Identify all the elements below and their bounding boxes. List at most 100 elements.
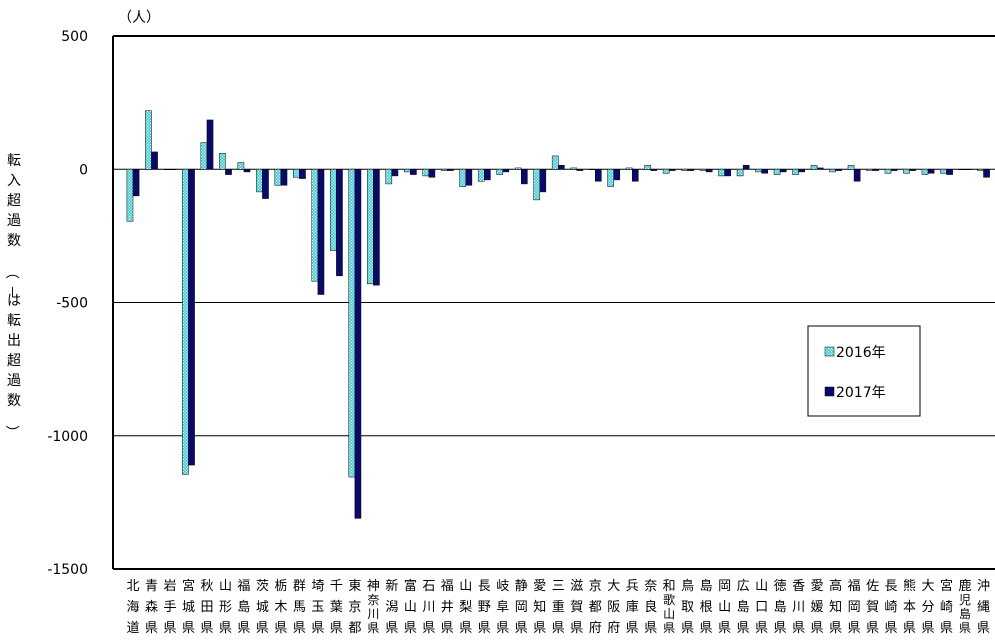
category-label: 香川県 [792, 579, 805, 636]
category-label: 富山県 [404, 578, 417, 636]
category-label: 愛媛県 [811, 579, 824, 636]
bar-2017-3 [188, 169, 195, 466]
bar-2017-4 [206, 119, 214, 170]
bar-2017-16 [428, 169, 436, 178]
category-label: 北海道 [126, 579, 139, 636]
bar-2016-20 [496, 169, 504, 175]
legend-label-2016: 2016年 [836, 345, 886, 361]
bar-2017-21 [521, 169, 528, 185]
legend-box [807, 325, 921, 417]
category-label: 宮城県 [182, 578, 195, 636]
category-label: 京都府 [589, 579, 602, 636]
bar-2017-33 [742, 165, 750, 170]
bar-2016-40 [866, 169, 873, 171]
bar-2017-0 [132, 169, 140, 197]
category-label: 島根県 [700, 579, 713, 636]
bar-2017-42 [909, 169, 916, 171]
category-label: 福岡県 [848, 579, 861, 636]
category-label: 大分県 [922, 579, 935, 636]
bar-2016-3 [182, 169, 189, 475]
category-label: 山形県 [219, 579, 232, 636]
bars-layer [126, 110, 990, 519]
bar-2016-46 [977, 169, 984, 171]
bar-2016-11 [330, 169, 337, 251]
bar-2016-2 [163, 169, 171, 170]
bar-2017-32 [724, 169, 732, 177]
bar-2017-18 [465, 169, 473, 186]
category-label: 福井県 [441, 579, 454, 636]
category-label: 三重県 [552, 579, 565, 636]
legend: 2016年 2017年 [807, 325, 921, 417]
category-label: 長崎県 [885, 579, 898, 636]
bar-2017-41 [890, 169, 898, 171]
bar-2016-7 [256, 169, 263, 193]
category-label: 岐阜県 [496, 579, 509, 636]
bar-2016-9 [293, 169, 300, 178]
bar-2016-32 [718, 169, 725, 177]
bar-2016-6 [237, 162, 245, 170]
bar-2017-5 [225, 169, 232, 175]
bar-2017-39 [853, 169, 861, 182]
bar-2016-23 [551, 155, 559, 170]
bar-2017-2 [169, 169, 177, 170]
category-label: 山口県 [755, 579, 768, 636]
category-label: 沖縄県 [977, 579, 990, 636]
bar-2016-30 [681, 169, 688, 171]
category-labels: 北海道青森県岩手県宮城県秋田県山形県福島県茨城県栃木県群馬県埼玉県千葉県東京都神… [126, 578, 990, 636]
category-label: 岩手県 [163, 579, 176, 636]
bar-2017-30 [687, 169, 695, 171]
category-label: 群馬県 [293, 579, 306, 636]
y-tick-label: 500 [61, 29, 88, 45]
bar-2016-12 [348, 169, 356, 478]
bar-2017-36 [798, 169, 805, 173]
category-label: 神奈川県 [367, 579, 380, 635]
bar-2016-22 [533, 169, 541, 201]
category-label: 徳島県 [774, 579, 787, 636]
bar-2016-8 [274, 169, 282, 186]
bar-2017-14 [391, 169, 399, 177]
category-label: 長野県 [478, 579, 491, 636]
bar-2016-26 [607, 169, 614, 187]
bar-2017-37 [816, 167, 824, 170]
bar-2016-24 [570, 167, 577, 170]
bar-2017-17 [447, 169, 454, 171]
bar-2017-26 [613, 169, 621, 181]
bar-2016-18 [459, 169, 467, 187]
category-label: 茨城県 [256, 579, 269, 636]
category-label: 高知県 [829, 578, 842, 636]
bar-2017-24 [576, 169, 584, 171]
bar-2016-13 [367, 169, 374, 285]
bar-2017-40 [872, 169, 879, 171]
bar-2016-43 [921, 169, 929, 175]
bar-2016-37 [810, 165, 818, 170]
bar-2016-33 [736, 169, 744, 177]
y-axis-label: 転入超過数（－は転出超過数） [3, 153, 21, 439]
bar-2017-22 [539, 169, 547, 193]
bar-2016-38 [829, 169, 836, 173]
bar-2017-10 [317, 169, 325, 295]
y-tick-label: -1000 [47, 429, 88, 445]
bar-2016-25 [588, 169, 596, 170]
bar-2017-43 [927, 169, 935, 174]
category-label: 秋田県 [200, 579, 213, 636]
unit-label: （人） [118, 10, 160, 26]
bar-2016-10 [311, 169, 319, 282]
bar-2016-41 [884, 169, 892, 174]
bar-2016-36 [792, 169, 799, 175]
bar-2016-44 [940, 169, 947, 174]
bar-2017-13 [373, 169, 380, 286]
bar-2017-28 [650, 169, 658, 171]
bar-2017-19 [484, 169, 491, 181]
category-label: 埼玉県 [311, 579, 324, 636]
legend-label-2017: 2017年 [836, 385, 886, 401]
bar-2016-39 [847, 165, 855, 170]
bar-2016-21 [514, 167, 522, 170]
y-tick-label: -500 [56, 296, 88, 312]
category-label: 兵庫県 [626, 579, 639, 636]
bar-2016-42 [903, 169, 910, 174]
bar-2016-15 [403, 169, 411, 173]
bar-2017-44 [946, 169, 953, 175]
bar-2016-35 [773, 169, 781, 175]
